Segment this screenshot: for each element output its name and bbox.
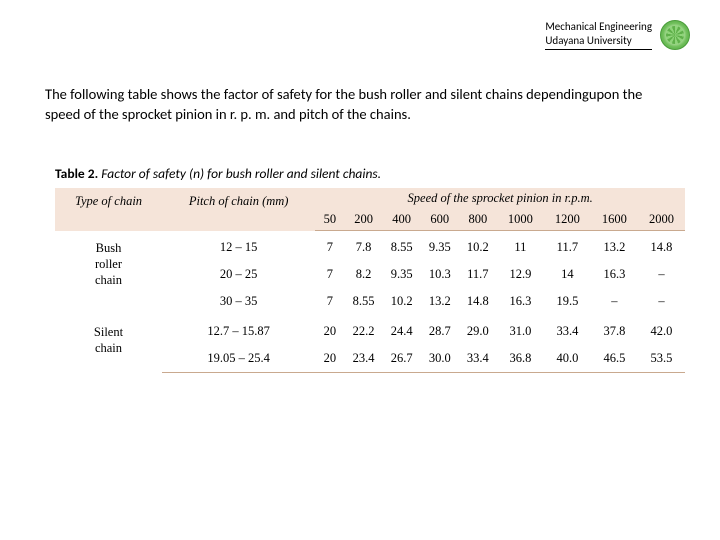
pitch-cell: 12 – 15 [162,231,315,262]
value-cell: 7 [315,231,344,262]
header-row-1: Type of chain Pitch of chain (mm) Speed … [55,188,685,209]
value-cell: 7 [315,288,344,315]
value-cell: 37.8 [591,315,638,345]
intro-text: The following table shows the factor of … [45,85,675,124]
value-cell: 24.4 [383,315,421,345]
value-cell: 30.0 [421,345,459,373]
col-speed: 800 [459,209,497,231]
value-cell: 11.7 [544,231,591,262]
safety-factor-table: Type of chain Pitch of chain (mm) Speed … [55,188,685,373]
value-cell: 23.4 [345,345,383,373]
value-cell: 28.7 [421,315,459,345]
caption-text: Factor of safety (n) for bush roller and… [98,165,381,182]
pitch-cell: 19.05 – 25.4 [162,345,315,373]
type-cell: Silentchain [55,315,162,373]
value-cell: 11 [497,231,544,262]
pitch-cell: 30 – 35 [162,288,315,315]
value-cell: – [638,288,685,315]
value-cell: 16.3 [497,288,544,315]
col-speed: 1000 [497,209,544,231]
value-cell: – [591,288,638,315]
value-cell: 53.5 [638,345,685,373]
value-cell: 14.8 [459,288,497,315]
col-speed: 600 [421,209,459,231]
col-speed-group: Speed of the sprocket pinion in r.p.m. [315,188,685,209]
value-cell: 13.2 [421,288,459,315]
header-line-2: Udayana University [545,34,652,47]
value-cell: 40.0 [544,345,591,373]
value-cell: 26.7 [383,345,421,373]
value-cell: 7.8 [345,231,383,262]
pitch-cell: 20 – 25 [162,261,315,288]
page-header: Mechanical Engineering Udayana Universit… [545,20,690,50]
value-cell: 19.5 [544,288,591,315]
value-cell: 8.55 [383,231,421,262]
col-pitch-text: Pitch of chain (mm) [189,194,289,208]
value-cell: 36.8 [497,345,544,373]
value-cell: 33.4 [544,315,591,345]
value-cell: 42.0 [638,315,685,345]
value-cell: 10.3 [421,261,459,288]
col-type: Type of chain [55,188,162,231]
value-cell: 20 [315,315,344,345]
value-cell: 14.8 [638,231,685,262]
value-cell: 29.0 [459,315,497,345]
value-cell: – [638,261,685,288]
value-cell: 14 [544,261,591,288]
value-cell: 8.2 [345,261,383,288]
table-caption: Table 2. Factor of safety (n) for bush r… [55,165,381,182]
value-cell: 9.35 [421,231,459,262]
table-head: Type of chain Pitch of chain (mm) Speed … [55,188,685,231]
type-cell: Bushrollerchain [55,231,162,316]
header-text: Mechanical Engineering Udayana Universit… [545,20,652,49]
value-cell: 7 [315,261,344,288]
pitch-cell: 12.7 – 15.87 [162,315,315,345]
value-cell: 8.55 [345,288,383,315]
header-line-1: Mechanical Engineering [545,20,652,33]
value-cell: 10.2 [459,231,497,262]
col-type-text: Type of chain [75,194,142,208]
caption-label: Table 2. [55,165,98,182]
table-row: Bushrollerchain12 – 1577.88.559.3510.211… [55,231,685,262]
value-cell: 33.4 [459,345,497,373]
col-speed: 200 [345,209,383,231]
col-speed: 1200 [544,209,591,231]
col-speed: 400 [383,209,421,231]
university-logo-icon [660,20,690,50]
value-cell: 16.3 [591,261,638,288]
value-cell: 9.35 [383,261,421,288]
data-table: Type of chain Pitch of chain (mm) Speed … [55,188,685,373]
table-body: Bushrollerchain12 – 1577.88.559.3510.211… [55,231,685,373]
value-cell: 12.9 [497,261,544,288]
header-rule [545,49,652,50]
value-cell: 20 [315,345,344,373]
value-cell: 11.7 [459,261,497,288]
col-pitch: Pitch of chain (mm) [162,188,315,231]
value-cell: 22.2 [345,315,383,345]
value-cell: 31.0 [497,315,544,345]
value-cell: 13.2 [591,231,638,262]
value-cell: 10.2 [383,288,421,315]
table-row: Silentchain12.7 – 15.872022.224.428.729.… [55,315,685,345]
col-speed: 50 [315,209,344,231]
value-cell: 46.5 [591,345,638,373]
col-speed: 2000 [638,209,685,231]
col-speed: 1600 [591,209,638,231]
